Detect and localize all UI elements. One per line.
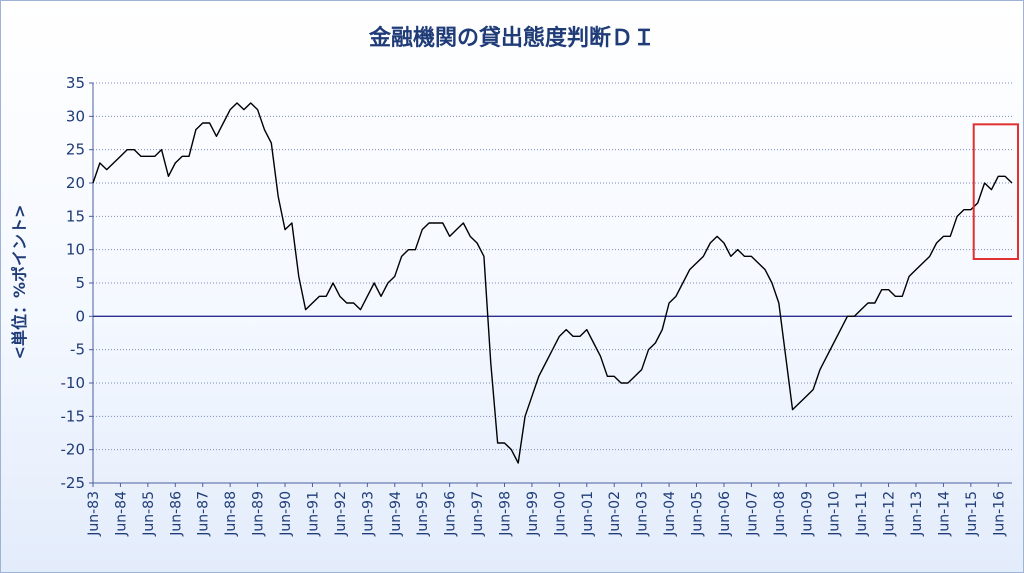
x-tick-label: Jun-95 (415, 491, 431, 537)
y-tick-label: -20 (61, 441, 86, 459)
y-tick-label: -25 (61, 474, 86, 492)
x-tick-label: Jun-02 (607, 491, 623, 537)
x-tick-label: Jun-87 (196, 491, 212, 537)
y-tick-label: 10 (66, 241, 85, 259)
y-tick-label: 25 (66, 141, 85, 159)
y-tick-label: -15 (61, 407, 86, 425)
x-tick-label: Jun-09 (799, 491, 815, 537)
series-layer (92, 102, 1013, 464)
x-tick-label: Jun-14 (936, 491, 952, 537)
x-tick-label: Jun-92 (333, 491, 349, 537)
x-tick-label: Jun-84 (113, 491, 129, 537)
y-tick-labels: 35 30 25 20 15 10 5 0 -5 -10 -15 -20 -25 (61, 74, 86, 492)
x-tick-label: Jun-94 (388, 491, 404, 537)
x-tick-label: Jun-86 (168, 491, 184, 537)
x-tick-label: Jun-05 (690, 491, 706, 537)
chart-title: 金融機関の貸出態度判断ＤＩ (368, 26, 655, 51)
x-tick-label: Jun-90 (278, 491, 294, 537)
x-tick-label: Jun-06 (717, 491, 733, 537)
y-tick-label: 35 (66, 74, 85, 92)
x-tick-label: Jun-99 (525, 491, 541, 537)
x-tick-label: Jun-07 (744, 491, 760, 537)
y-tick-label: 0 (75, 307, 85, 325)
highlight-layer (972, 123, 1020, 261)
x-tick-label: Jun-10 (827, 491, 843, 537)
x-tick-label: Jun-89 (251, 491, 267, 537)
x-tick-label: Jun-97 (470, 491, 486, 537)
x-tick-label: Jun-08 (772, 491, 788, 537)
y-tick-label: 30 (66, 107, 85, 125)
x-tick-label: Jun-85 (141, 491, 157, 537)
x-tick-label: Jun-01 (580, 491, 596, 537)
y-tick-label: -5 (70, 341, 85, 359)
x-tick-label: Jun-83 (86, 491, 102, 537)
x-tick-label: Jun-15 (964, 491, 980, 537)
y-tick-label: -10 (61, 374, 86, 392)
x-tick-label: Jun-00 (552, 491, 568, 537)
series-line (92, 102, 1013, 464)
x-tick-label: Jun-03 (635, 491, 651, 537)
grid-lines (93, 82, 1012, 451)
x-tick-label: Jun-93 (360, 491, 376, 537)
y-tick-label: 15 (66, 207, 85, 225)
x-tick-label: Jun-88 (223, 491, 239, 537)
x-tick-label: Jun-11 (854, 491, 870, 537)
y-tick-label: 5 (75, 274, 85, 292)
x-tick-label: Jun-13 (909, 491, 925, 537)
x-tick-label: Jun-16 (991, 491, 1007, 537)
x-tick-label: Jun-04 (662, 491, 678, 537)
axes (89, 82, 1012, 487)
x-tick-label: Jun-98 (497, 491, 513, 537)
x-tick-label: Jun-96 (443, 491, 459, 537)
x-tick-label: Jun-91 (305, 491, 321, 537)
x-tick-label: Jun-12 (882, 491, 898, 537)
highlight-box (972, 123, 1020, 261)
y-tick-label: 20 (66, 174, 85, 192)
x-tick-labels: Jun-83 Jun-84 Jun-85 Jun-86 Jun-87 Jun-88 Jun-… (86, 491, 1007, 537)
